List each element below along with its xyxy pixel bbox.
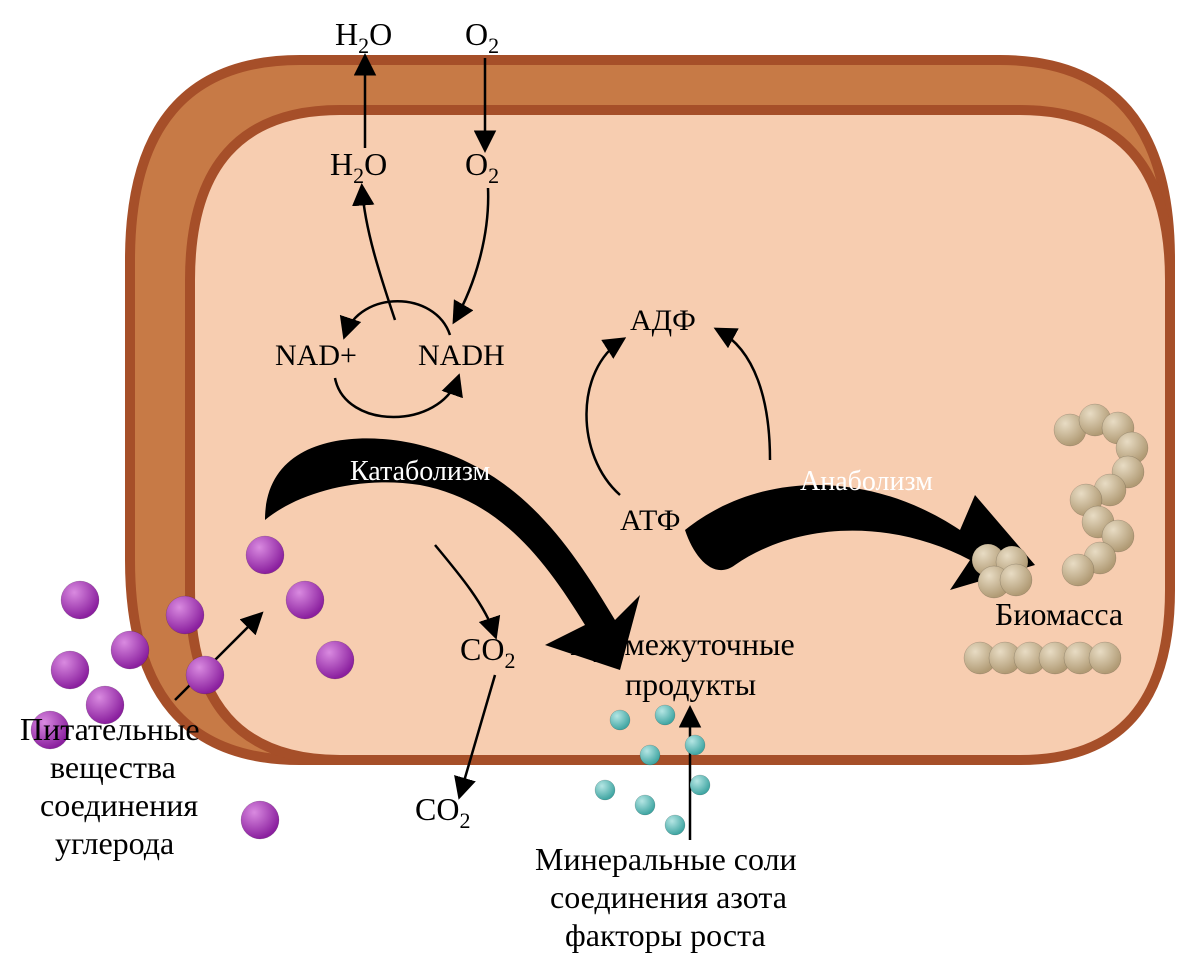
co2-out-label: CO2 (415, 791, 470, 833)
mineral3: факторы роста (565, 917, 766, 953)
o2-out-label: O2 (465, 16, 499, 58)
h2o-out-label: H2O (335, 16, 392, 58)
adp: АДФ (630, 304, 696, 337)
nad: NAD+ (275, 339, 357, 372)
biomass: Биомасса (995, 596, 1123, 632)
nutr4: углерода (55, 825, 174, 861)
nutr3: соединения (40, 787, 198, 823)
catabolism: Катаболизм (350, 456, 491, 487)
mineral2: соединения азота (550, 879, 787, 915)
nadh: NADH (418, 339, 505, 372)
anabolism: Анаболизм (800, 466, 933, 497)
mineral1: Минеральные соли (535, 841, 797, 877)
nutr2: вещества (50, 749, 176, 785)
atp: АТФ (620, 504, 680, 537)
intermed1: Промежуточные (570, 626, 795, 662)
intermed2: продукты (625, 666, 756, 702)
nutr1: Питательные (20, 711, 200, 747)
